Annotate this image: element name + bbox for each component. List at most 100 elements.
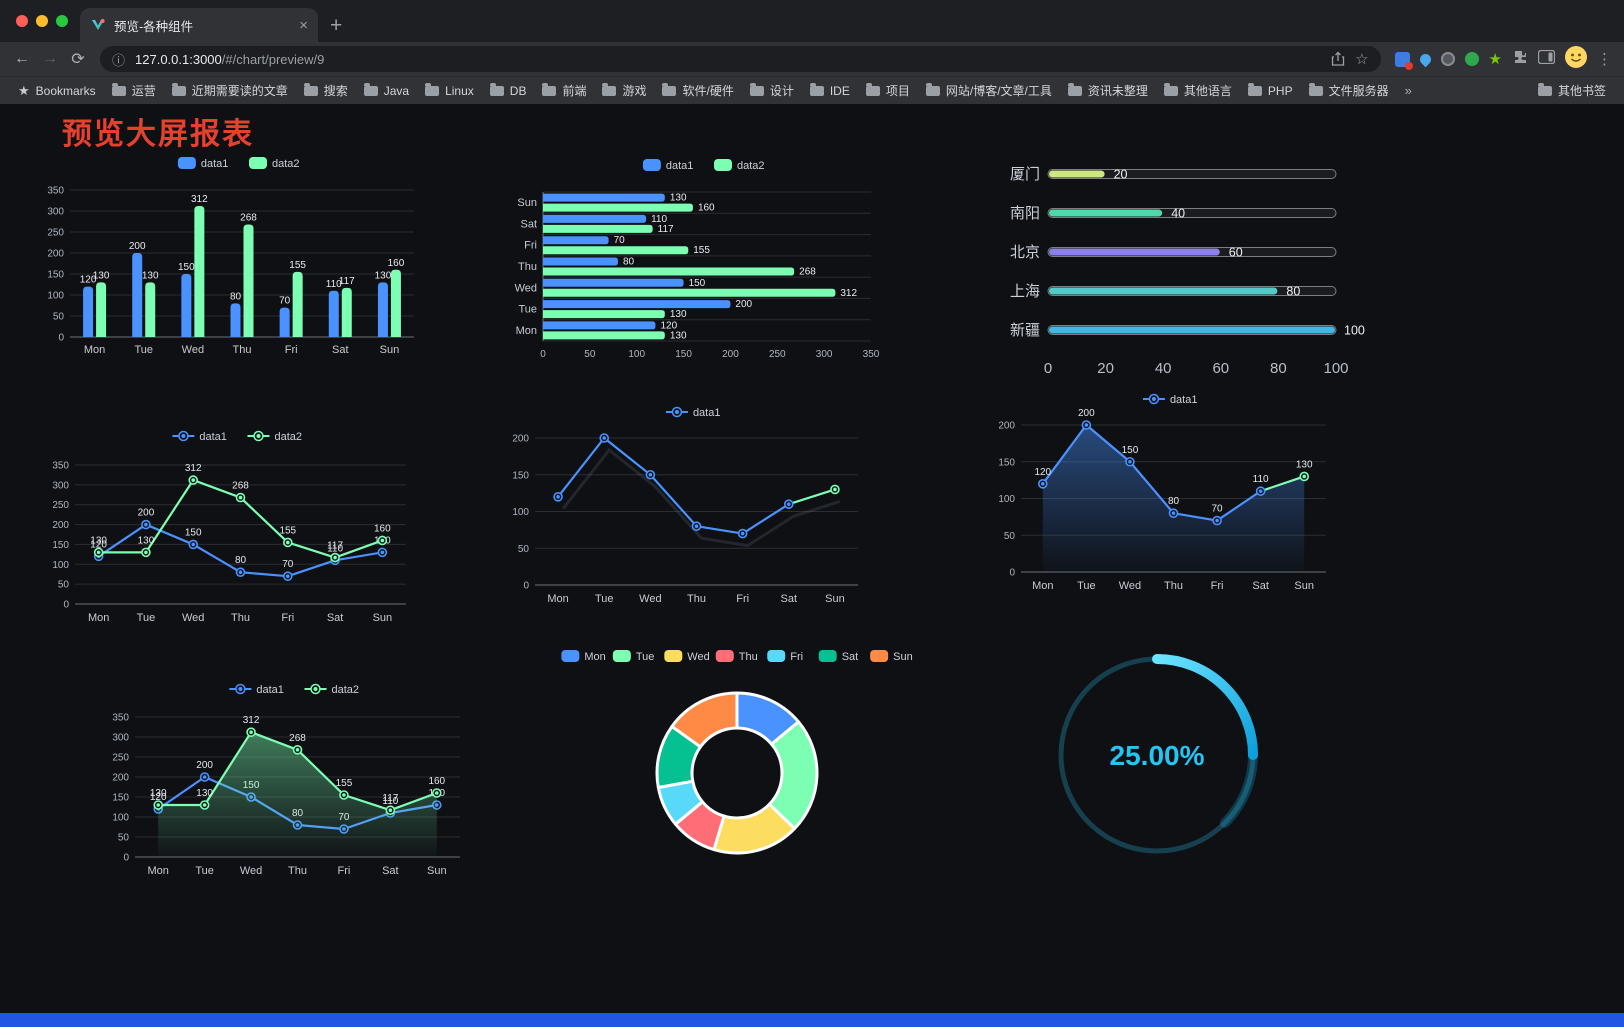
reload-button[interactable]: ⟳	[71, 51, 85, 68]
svg-text:Fri: Fri	[281, 612, 294, 624]
gauge-ring-chart[interactable]: 25.00%	[1044, 654, 1270, 859]
extensions-cluster: ★	[1394, 45, 1587, 73]
bookmark-label: 文件服务器	[1328, 84, 1389, 98]
svg-text:Sat: Sat	[382, 865, 399, 877]
address-bar[interactable]: ⓘ 127.0.0.1:3000/#/chart/preview/9 ☆	[100, 46, 1381, 72]
svg-text:110: 110	[326, 279, 342, 290]
area-line-chart[interactable]: data1 0 50 100 150 200 Mon Tue Wed Thu Fri Sat Sun 12…	[986, 387, 1348, 599]
svg-text:50: 50	[1004, 531, 1016, 542]
extension-icon-3[interactable]	[1440, 52, 1455, 66]
other-bookmarks[interactable]: 其他书签	[1530, 82, 1614, 99]
svg-text:150: 150	[178, 262, 195, 273]
bookmark-folder-0[interactable]: 运营	[104, 82, 164, 99]
bookmarks-overflow-chevron[interactable]: »	[1404, 83, 1412, 98]
svg-text:Wed: Wed	[182, 612, 204, 624]
bookmark-folder-10[interactable]: IDE	[802, 82, 858, 98]
horizontal-bar-chart[interactable]: data1 data2 0 50 100 150 200 250 300 350 Mon 120 130…	[503, 152, 891, 368]
two-series-line-chart[interactable]: data1 data2 0 50 100 150 200 250 300 350 Mon Tue Wed…	[40, 424, 418, 639]
bookmark-folder-8[interactable]: 软件/硬件	[654, 82, 741, 99]
bookmark-star-icon[interactable]: ☆	[1355, 51, 1369, 68]
svg-text:Fri: Fri	[338, 865, 351, 877]
svg-text:70: 70	[614, 235, 626, 246]
bookmark-folder-13[interactable]: 资讯未整理	[1060, 82, 1156, 99]
zoom-window-button[interactable]	[56, 15, 68, 27]
bookmark-folder-1[interactable]: 近期需要读的文章	[164, 82, 296, 99]
bookmark-folder-3[interactable]: Java	[356, 82, 417, 98]
folder-icon	[925, 82, 940, 96]
svg-text:20: 20	[1097, 360, 1114, 377]
grouped-bar-chart[interactable]: data1 data2 0 50 100 150 200 250 300 350 Mon 120 130…	[36, 150, 424, 364]
bookmark-folder-14[interactable]: 其他语言	[1156, 82, 1240, 99]
extension-icon-5[interactable]: ★	[1488, 50, 1502, 68]
svg-text:data2: data2	[332, 684, 360, 696]
svg-text:Wed: Wed	[639, 593, 661, 605]
svg-text:80: 80	[1270, 360, 1287, 377]
svg-text:130: 130	[142, 270, 159, 281]
folder-icon	[809, 82, 824, 96]
bookmark-folder-16[interactable]: 文件服务器	[1301, 82, 1397, 99]
svg-text:data2: data2	[275, 431, 303, 443]
svg-text:data2: data2	[272, 158, 300, 170]
svg-text:Sun: Sun	[893, 651, 913, 663]
svg-text:150: 150	[512, 470, 529, 481]
svg-text:300: 300	[47, 207, 64, 218]
extensions-puzzle-icon[interactable]	[1512, 49, 1528, 70]
bookmark-folder-15[interactable]: PHP	[1240, 82, 1301, 98]
share-icon[interactable]	[1331, 51, 1345, 67]
svg-text:350: 350	[52, 461, 69, 472]
single-line-chart[interactable]: data1 0 50 100 150 200 Mon Tue Wed Thu Fri Sat Sun	[500, 400, 880, 612]
svg-text:Tue: Tue	[137, 612, 156, 624]
svg-text:117: 117	[382, 793, 398, 804]
minimize-window-button[interactable]	[36, 15, 48, 27]
bookmark-label: 其他语言	[1183, 84, 1232, 98]
profile-avatar[interactable]	[1565, 45, 1587, 73]
svg-text:Tue: Tue	[134, 344, 153, 356]
browser-tab[interactable]: 预览-各种组件 ×	[80, 8, 318, 42]
donut-chart[interactable]: Mon Tue Wed Thu Fri Sat Sun	[550, 642, 925, 972]
window-controls	[16, 15, 68, 27]
tab-close-icon[interactable]: ×	[299, 16, 308, 34]
bookmark-folder-4[interactable]: Linux	[417, 82, 482, 98]
extension-icon-2[interactable]	[1417, 51, 1433, 67]
forward-button[interactable]: →	[42, 50, 58, 67]
svg-text:200: 200	[112, 773, 129, 784]
side-panel-icon[interactable]	[1537, 49, 1556, 69]
svg-text:Thu: Thu	[233, 344, 252, 356]
browser-menu-icon[interactable]: ⋮	[1597, 51, 1612, 68]
svg-text:117: 117	[327, 541, 343, 552]
bookmark-folder-5[interactable]: DB	[482, 82, 535, 98]
svg-text:50: 50	[53, 312, 65, 323]
svg-text:300: 300	[816, 349, 833, 360]
bookmark-folder-6[interactable]: 前端	[534, 82, 594, 99]
svg-text:70: 70	[1212, 504, 1224, 515]
extension-icon-4[interactable]	[1464, 52, 1479, 66]
extension-icon-1[interactable]	[1394, 51, 1413, 70]
svg-text:130: 130	[90, 535, 107, 546]
svg-text:100: 100	[47, 291, 64, 302]
bookmark-label: Java	[383, 83, 410, 98]
back-button[interactable]: ←	[14, 50, 30, 67]
svg-text:Wed: Wed	[687, 651, 709, 663]
bookmark-folder-9[interactable]: 设计	[742, 82, 802, 99]
svg-text:250: 250	[47, 228, 64, 239]
bookmark-folder-12[interactable]: 网站/博客/文章/工具	[918, 82, 1060, 99]
close-window-button[interactable]	[16, 15, 28, 27]
svg-text:Sat: Sat	[327, 612, 344, 624]
line-area-two-series-chart[interactable]: data1 data2 0 50 100 150 200 250 300 350 Mon Tue Wed…	[100, 677, 472, 889]
folder-icon	[1537, 82, 1552, 96]
svg-text:250: 250	[52, 500, 69, 511]
bookmark-folder-2[interactable]: 搜索	[296, 82, 356, 99]
new-tab-button[interactable]: +	[330, 14, 343, 37]
progress-bar-chart[interactable]: 厦门 20 南阳 40 北京 60 上海 80 新疆 100 0 20 40 60 80 100	[1000, 160, 1366, 384]
browser-toolbar: ← → ⟳ ⓘ 127.0.0.1:3000/#/chart/preview/9…	[0, 42, 1624, 76]
svg-text:70: 70	[279, 296, 291, 307]
svg-text:268: 268	[240, 212, 257, 223]
bookmark-folder-11[interactable]: 项目	[858, 82, 918, 99]
site-info-icon[interactable]: ⓘ	[112, 52, 126, 68]
url-text[interactable]: 127.0.0.1:3000/#/chart/preview/9	[135, 52, 1321, 67]
svg-text:Wed: Wed	[515, 282, 537, 294]
bookmarks-label-item[interactable]: ★ Bookmarks	[10, 83, 104, 99]
bookmark-folder-7[interactable]: 游戏	[594, 82, 654, 99]
svg-text:0: 0	[540, 349, 546, 360]
